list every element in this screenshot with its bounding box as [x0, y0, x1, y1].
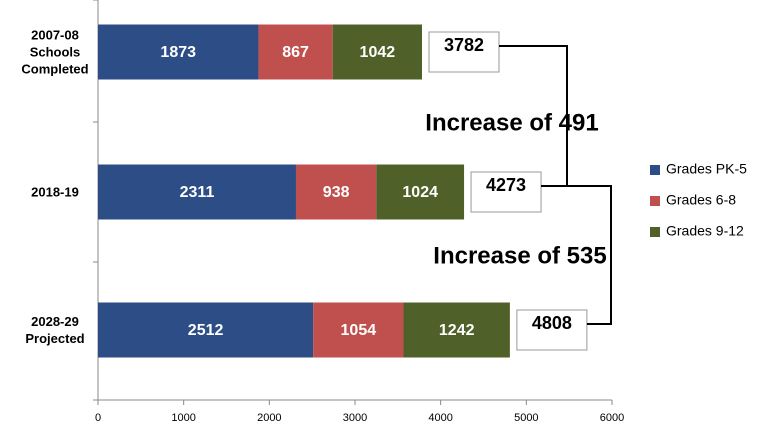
x-tick-label: 2000: [257, 412, 281, 424]
data-label: 1873: [160, 44, 196, 61]
bar-segment: [295, 164, 377, 220]
legend-swatch: [650, 165, 660, 175]
data-label: 938: [323, 184, 350, 201]
y-tick-label: 2007-08 Schools Completed: [21, 27, 89, 77]
bar-segment: [376, 164, 465, 220]
data-label: 1024: [402, 184, 438, 201]
total-label: 4808: [532, 313, 572, 333]
x-tick-label: 5000: [514, 412, 538, 424]
x-tick-label: 3000: [343, 412, 367, 424]
y-tick-label: 2018-19: [31, 184, 79, 200]
x-tick-label: 1000: [171, 412, 195, 424]
connector: [541, 185, 612, 325]
data-label: 867: [282, 44, 309, 61]
legend-label: Grades 6-8: [666, 192, 736, 208]
legend-swatch: [650, 196, 660, 206]
bar-segment: [98, 164, 296, 220]
bar-segment: [313, 302, 404, 358]
data-label: 2512: [188, 322, 224, 339]
data-label: 1054: [341, 322, 377, 339]
x-tick-label: 4000: [428, 412, 452, 424]
data-label: 2311: [180, 184, 215, 201]
data-label: 1042: [360, 44, 396, 61]
total-box: [470, 171, 542, 213]
legend-label: Grades PK-5: [666, 161, 747, 177]
y-tick-label: 2028-29 Projected: [25, 314, 85, 346]
bar-segment: [403, 302, 510, 358]
bar-segment: [258, 24, 333, 80]
annotation: Increase of 491: [425, 109, 598, 136]
total-box: [516, 309, 588, 351]
bar-segment: [98, 24, 259, 80]
bar-segment: [332, 24, 422, 80]
legend-swatch: [650, 227, 660, 237]
bar-segment: [98, 302, 314, 358]
total-label: 4273: [486, 175, 526, 195]
x-tick-label: 0: [95, 412, 101, 424]
legend-label: Grades 9-12: [666, 223, 744, 239]
annotation: Increase of 535: [433, 242, 606, 269]
total-label: 3782: [444, 35, 484, 55]
x-tick-label: 6000: [600, 412, 624, 424]
data-label: 1242: [439, 322, 475, 339]
total-box: [428, 31, 500, 73]
